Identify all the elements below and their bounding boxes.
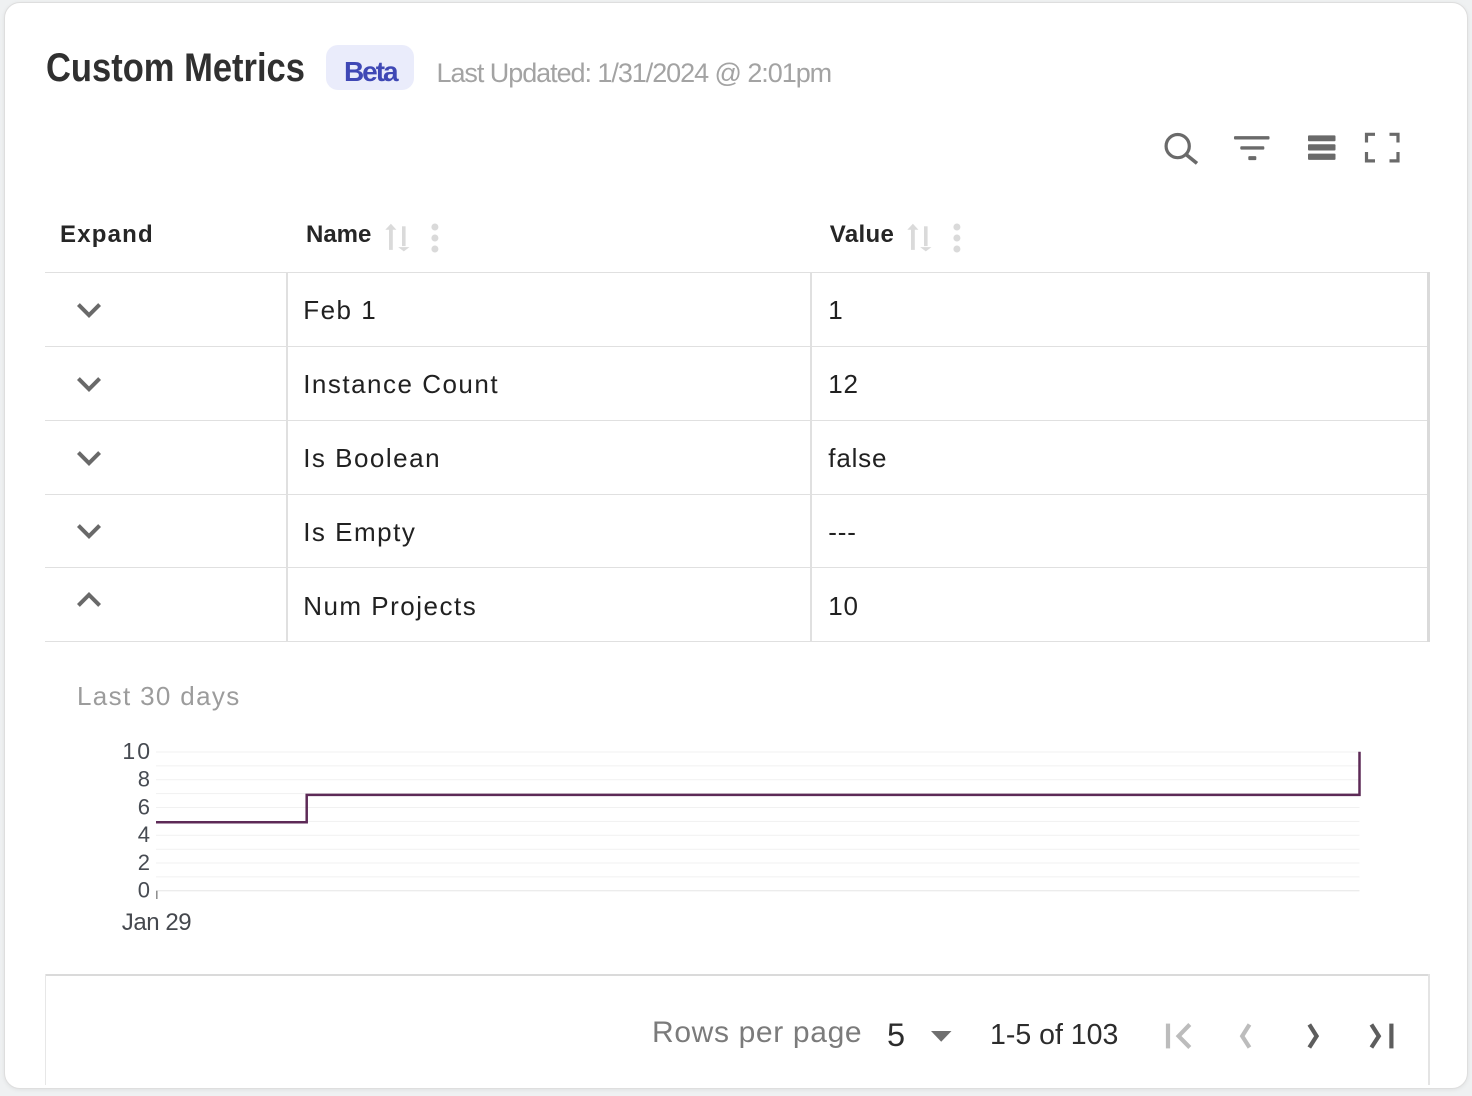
svg-text:10: 10	[122, 738, 152, 764]
svg-text:4: 4	[138, 822, 150, 847]
svg-text:0: 0	[138, 878, 150, 903]
svg-text:2: 2	[138, 850, 150, 875]
svg-text:6: 6	[138, 794, 150, 819]
svg-text:Jan 29: Jan 29	[122, 909, 191, 936]
svg-text:8: 8	[138, 767, 150, 792]
